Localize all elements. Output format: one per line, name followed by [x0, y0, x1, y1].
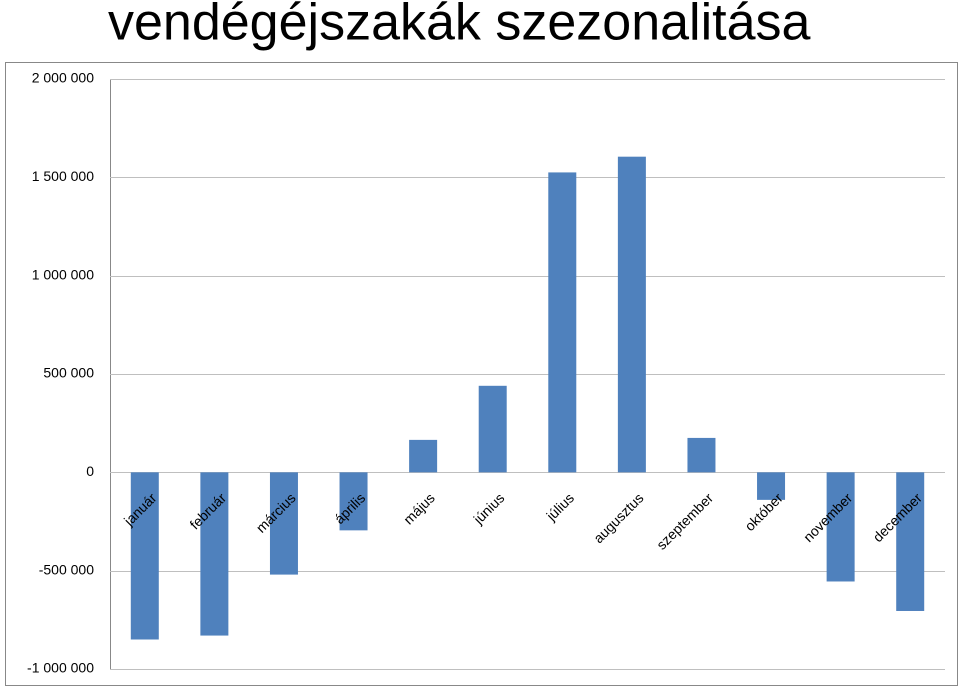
x-tick-label: július	[542, 490, 577, 525]
x-tick-label: augusztus	[590, 490, 646, 546]
bar	[757, 472, 786, 500]
bar	[339, 472, 368, 531]
y-tick-label: -1 000 000	[27, 660, 94, 676]
chart-frame	[5, 62, 958, 686]
bar	[200, 472, 229, 636]
y-tick-label: 1 000 000	[32, 266, 94, 282]
bar	[478, 385, 507, 473]
y-tick-label: -500 000	[39, 561, 94, 577]
y-tick-label: 0	[86, 463, 94, 479]
y-tick-label: 500 000	[43, 365, 94, 381]
bar	[896, 472, 925, 611]
bar	[826, 472, 855, 582]
bar	[269, 472, 298, 575]
bar	[687, 437, 716, 473]
x-tick-label: június	[470, 490, 508, 528]
x-tick-label: május	[400, 490, 438, 528]
bar	[617, 156, 646, 473]
y-tick-label: 2 000 000	[32, 70, 94, 86]
y-tick-label: 1 500 000	[32, 168, 94, 184]
bar	[548, 172, 577, 473]
bar	[409, 439, 438, 473]
bar	[130, 472, 159, 640]
chart-title: vendégéjszakák szezonalitása	[108, 0, 811, 52]
x-tick-label: szeptember	[653, 490, 716, 553]
